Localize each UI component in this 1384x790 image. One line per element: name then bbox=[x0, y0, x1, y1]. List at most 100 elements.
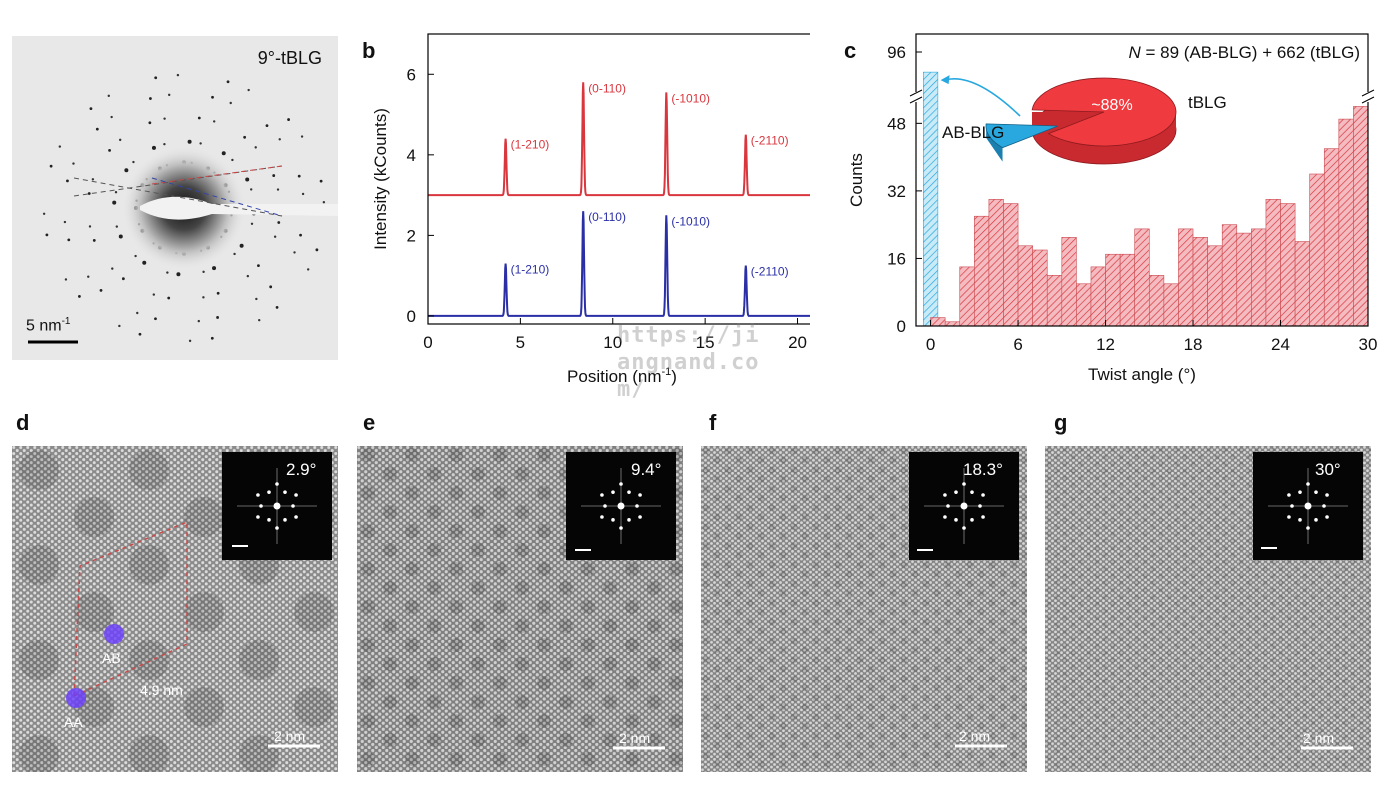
diffraction-spot bbox=[210, 336, 214, 340]
x-tick-label: 12 bbox=[1096, 335, 1115, 354]
diffraction-spot bbox=[250, 188, 253, 191]
diffraction-spot bbox=[212, 266, 217, 271]
y-tick-label: 4 bbox=[407, 146, 416, 165]
diffraction-spot bbox=[269, 285, 273, 289]
diffraction-spot bbox=[136, 311, 139, 315]
y-tick-label: 6 bbox=[407, 65, 416, 84]
diffraction-spot bbox=[108, 148, 111, 152]
fft-spot bbox=[943, 515, 947, 519]
histogram-bar bbox=[1192, 237, 1208, 327]
axis-break-gap bbox=[1362, 92, 1374, 102]
scale-bar-label-d: 2 nm bbox=[274, 728, 306, 744]
diffraction-spot bbox=[197, 319, 200, 323]
x-tick-label: 30 bbox=[1359, 335, 1378, 354]
tem-panel-g: 30° 2 nm bbox=[1045, 446, 1371, 772]
diffraction-spot bbox=[154, 76, 158, 80]
x-tick-label: 18 bbox=[1184, 335, 1203, 354]
fft-spot bbox=[1287, 493, 1291, 497]
histogram-bar bbox=[1207, 245, 1223, 327]
histogram-bar bbox=[1251, 228, 1267, 327]
peak-label: (1-210) bbox=[511, 138, 550, 152]
fft-center-spot bbox=[1304, 502, 1312, 510]
peak-label: (-2110) bbox=[751, 134, 789, 148]
panel-label-b: b bbox=[362, 38, 376, 63]
diffraction-spot bbox=[66, 179, 69, 183]
diffraction-spot bbox=[233, 252, 236, 256]
pie-percent-label: ~88% bbox=[1091, 97, 1132, 114]
diffraction-spot bbox=[72, 162, 75, 165]
tem-image-d bbox=[12, 446, 338, 772]
fft-angle-label-d: 2.9° bbox=[286, 460, 317, 479]
fft-angle-label-g: 30° bbox=[1315, 460, 1341, 479]
diffraction-spot bbox=[91, 178, 95, 181]
panel-label-g: g bbox=[1054, 410, 1068, 435]
diffraction-spot bbox=[115, 225, 118, 228]
moire-period-label: 4.9 nm bbox=[140, 682, 183, 698]
histogram-bar bbox=[1178, 228, 1194, 327]
tem-image-f bbox=[701, 446, 1027, 772]
histogram-bar bbox=[944, 321, 961, 327]
fft-spot bbox=[600, 515, 604, 519]
fft-spot bbox=[600, 493, 604, 497]
fft-spot bbox=[962, 526, 966, 530]
diffraction-spot bbox=[154, 317, 157, 321]
diffraction-spot bbox=[89, 107, 93, 111]
series-line-red bbox=[428, 82, 810, 197]
histogram-bar bbox=[1338, 118, 1354, 327]
fft-spot bbox=[1314, 518, 1318, 522]
fft-spot bbox=[619, 526, 623, 530]
x-tick-label: 20 bbox=[788, 333, 807, 352]
peak-label: (-1010) bbox=[671, 214, 710, 228]
diffraction-spot bbox=[300, 135, 304, 138]
diffraction-spot bbox=[45, 233, 49, 237]
diffraction-spot bbox=[243, 135, 247, 139]
fft-spot bbox=[283, 518, 287, 522]
fft-spot bbox=[291, 504, 295, 508]
panel-label-d: d bbox=[16, 410, 30, 435]
diffraction-spot bbox=[258, 318, 261, 322]
tem-image-e bbox=[357, 446, 683, 772]
diffraction-spot bbox=[121, 277, 125, 281]
histogram-bar bbox=[1280, 203, 1296, 327]
scale-bar-label-g: 2 nm bbox=[1303, 730, 1335, 746]
diffraction-spot bbox=[118, 234, 123, 239]
diffraction-spot bbox=[138, 332, 142, 336]
fft-pattern bbox=[237, 468, 317, 544]
diffraction-spot bbox=[87, 192, 91, 195]
chart-title: N = 89 (AB-BLG) + 662 (tBLG) bbox=[1129, 43, 1361, 62]
histogram-bar bbox=[1017, 245, 1033, 327]
fft-spot bbox=[627, 490, 631, 494]
diffraction-spot bbox=[221, 151, 226, 156]
histogram-bar bbox=[974, 215, 990, 327]
fft-spot bbox=[970, 518, 974, 522]
scale-bar-label-f: 2 nm bbox=[959, 728, 991, 744]
diffraction-spot bbox=[134, 254, 137, 258]
fft-spot bbox=[1298, 490, 1302, 494]
x-tick-label: 15 bbox=[696, 333, 715, 352]
histogram-bar bbox=[930, 317, 946, 327]
fft-spot bbox=[1306, 482, 1310, 486]
diffraction-spot bbox=[257, 264, 260, 268]
diffraction-spot bbox=[166, 271, 169, 274]
diffraction-spot bbox=[124, 168, 129, 173]
diffraction-spot bbox=[168, 93, 171, 97]
x-tick-label: 5 bbox=[516, 333, 525, 352]
diffraction-spot bbox=[92, 239, 96, 242]
y-tick-label: 2 bbox=[407, 226, 416, 245]
diffraction-spot bbox=[64, 278, 68, 281]
fft-spot bbox=[1298, 518, 1302, 522]
diffraction-spot bbox=[246, 274, 250, 278]
histogram-bar bbox=[1163, 283, 1179, 327]
fft-spot bbox=[635, 504, 639, 508]
y-axis-label: Intensity (kCounts) bbox=[371, 108, 390, 250]
diffraction-spot bbox=[99, 288, 103, 292]
diffraction-spot bbox=[176, 73, 180, 77]
diffraction-spot bbox=[88, 225, 92, 228]
diffraction-spot bbox=[216, 291, 220, 295]
histogram-bar-ab bbox=[922, 71, 939, 327]
diffraction-spot bbox=[306, 268, 310, 271]
diffraction-spot bbox=[49, 164, 53, 168]
y-tick-label: 0 bbox=[407, 307, 416, 326]
y-tick-label: 48 bbox=[887, 114, 906, 133]
diffraction-spot bbox=[163, 117, 166, 120]
